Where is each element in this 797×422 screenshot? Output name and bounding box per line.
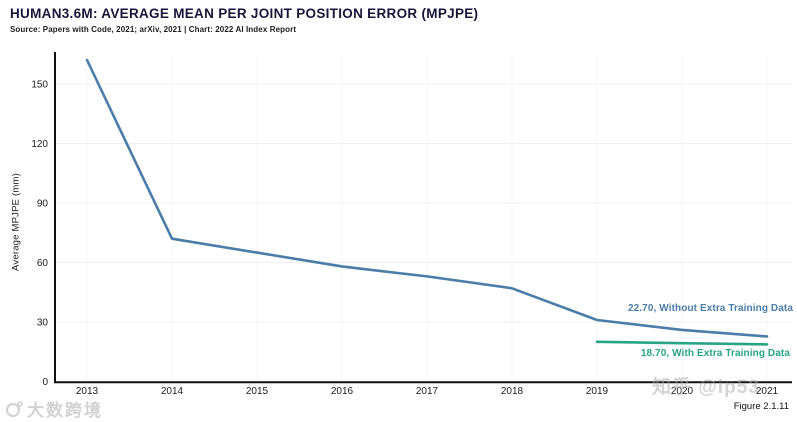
figure-number-label: Figure 2.1.11 <box>733 401 789 412</box>
x-tick-label-2020: 2020 <box>671 386 694 397</box>
x-tick-label-2021: 2021 <box>756 386 779 397</box>
x-tick-label-2015: 2015 <box>246 386 269 397</box>
x-tick-label-2017: 2017 <box>416 386 439 397</box>
series-line-with-extra-training-data <box>595 340 769 346</box>
x-tick-label-2016: 2016 <box>331 386 354 397</box>
annotation-without-extra-training-data: 22.70, Without Extra Training Data <box>627 303 793 314</box>
y-tick-label-120: 120 <box>31 139 48 150</box>
y-tick-label-30: 30 <box>37 318 49 329</box>
y-tick-label-150: 150 <box>31 80 48 91</box>
watermark-bottom-left: 大数跨境 <box>4 396 103 421</box>
chart-title: HUMAN3.6M: AVERAGE MEAN PER JOINT POSITI… <box>10 6 479 21</box>
watermark-bottom-left-text: 大数跨境 <box>27 401 103 420</box>
series-line-without-extra-training-data <box>85 58 769 338</box>
dashukuajing-logo-icon <box>4 400 24 418</box>
watermark-zhihu: 知乎 @ip53 <box>652 377 760 398</box>
y-tick-label-60: 60 <box>37 258 49 269</box>
annotation-with-extra-training-data: 18.70, With Extra Training Data <box>640 348 790 359</box>
x-tick-label-2019: 2019 <box>586 386 609 397</box>
chart-source: Source: Papers with Code, 2021; arXiv, 2… <box>10 25 297 34</box>
y-tick-label-0: 0 <box>42 377 48 388</box>
y-tick-label-90: 90 <box>37 199 49 210</box>
x-tick-label-2018: 2018 <box>501 386 524 397</box>
x-tick-label-2013: 2013 <box>76 386 99 397</box>
x-tick-label-2014: 2014 <box>161 386 184 397</box>
